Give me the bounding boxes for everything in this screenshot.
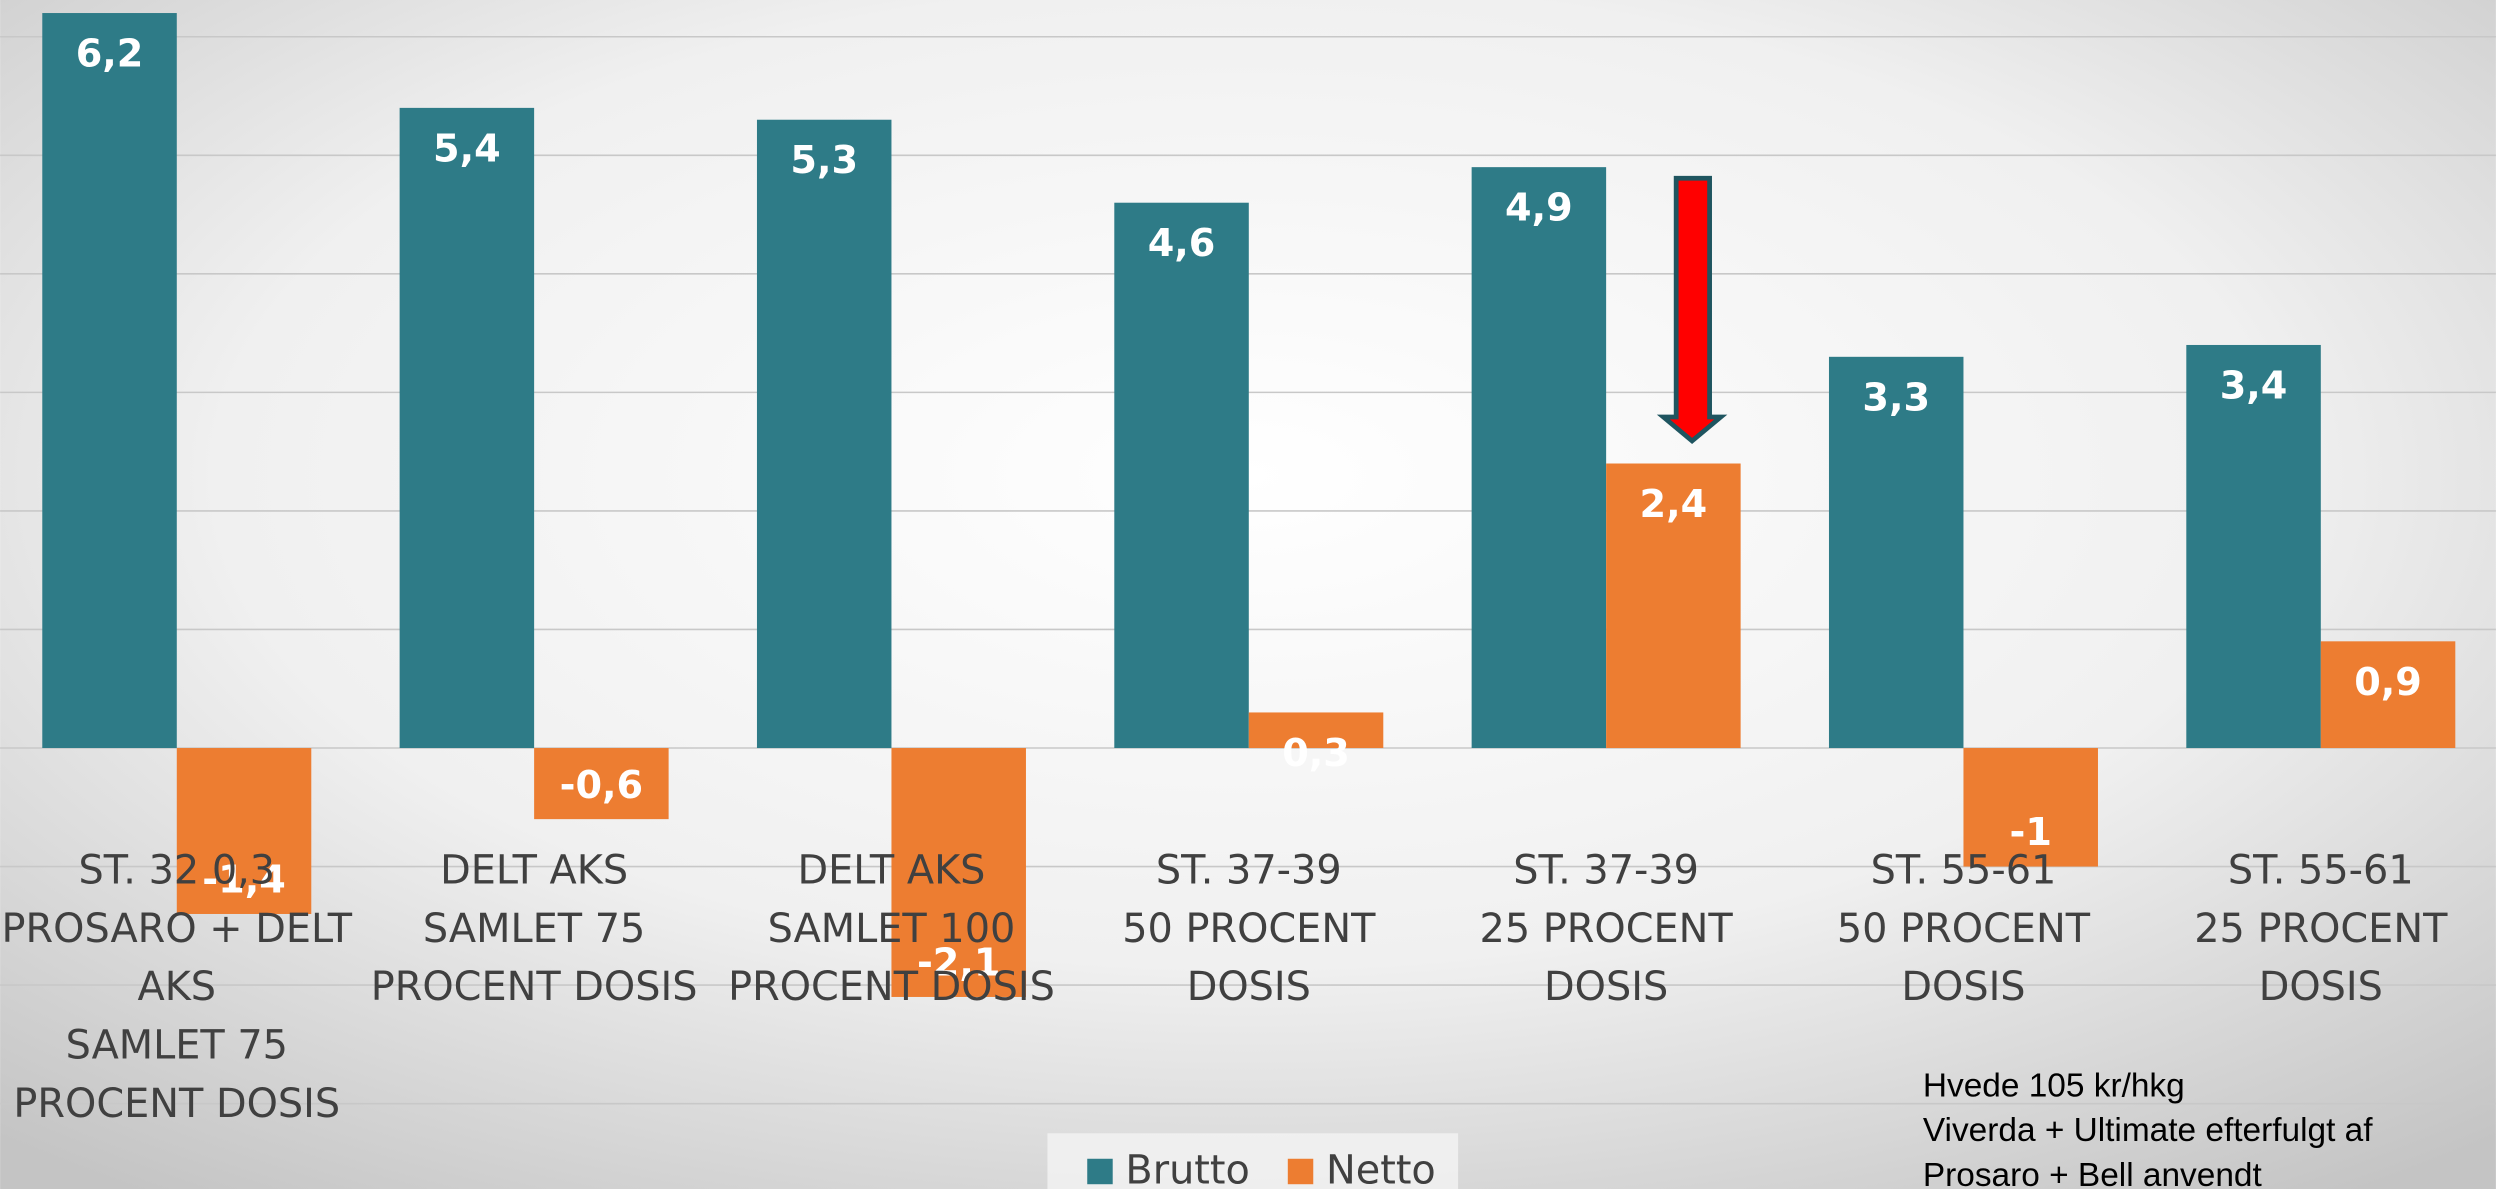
- value-label: -1,4: [202, 859, 286, 903]
- value-label: 5,3: [790, 139, 858, 183]
- bar: [891, 748, 1026, 997]
- bar: [399, 107, 535, 749]
- value-label: 3,3: [1862, 376, 1930, 420]
- x-tick-label: ST. 32 0,3 PROSARO + DELT AKS SAMLET 75 PROC…: [2, 847, 353, 1127]
- bar: [756, 119, 892, 749]
- bar: [1963, 748, 2098, 867]
- bar: [176, 748, 312, 914]
- legend-box: [1047, 1133, 1459, 1189]
- value-label: -0,6: [560, 764, 643, 808]
- x-tick-label: ST. 55-61 50 PROCENT DOSIS: [1837, 847, 2091, 1010]
- annotation: Hvede 105 kr/hkg: [1923, 1068, 2185, 1105]
- x-tick-label: ST. 37-39 25 PROCENT DOSIS: [1480, 847, 1734, 1010]
- arrow: [1656, 175, 1728, 445]
- value-label: 0,3: [1282, 732, 1350, 776]
- value-label: -1: [2010, 811, 2052, 855]
- bar: [42, 13, 177, 749]
- bar: [1471, 167, 1607, 749]
- legend-label: Brutto: [1125, 1148, 1249, 1189]
- x-tick-label: ST. 55-61 25 PROCENT DOSIS: [2194, 847, 2448, 1010]
- annotation: Prosaro + Bell anvendt: [1923, 1157, 2263, 1189]
- bar: [1248, 712, 1384, 749]
- value-label: 0,9: [2354, 661, 2422, 705]
- value-label: -2,1: [917, 942, 1001, 986]
- x-tick-label: DELT AKS SAMLET 75 PROCENT DOSIS: [371, 847, 698, 1010]
- value-label: 4,6: [1148, 222, 1216, 266]
- bar: [534, 748, 669, 820]
- legend-swatch: [1287, 1158, 1314, 1185]
- bar: [2320, 641, 2456, 749]
- legend-swatch: [1087, 1158, 1113, 1185]
- bar: [1606, 463, 1741, 749]
- annotation: Viverda + Ultimate efterfulgt af: [1923, 1112, 2373, 1149]
- value-label: 2,4: [1640, 483, 1708, 527]
- value-label: 5,4: [433, 127, 501, 171]
- bar: [2186, 344, 2321, 749]
- bar: [1828, 356, 1964, 749]
- x-tick-label: ST. 37-39 50 PROCENT DOSIS: [1122, 847, 1376, 1010]
- value-label: 4,9: [1505, 187, 1573, 231]
- value-label: 6,2: [76, 33, 144, 77]
- bar: [1114, 202, 1249, 749]
- value-label: 3,4: [2220, 364, 2288, 408]
- legend-label: Netto: [1326, 1148, 1436, 1189]
- x-tick-label: DELT AKS SAMLET 100 PROCENT DOSIS: [728, 847, 1055, 1010]
